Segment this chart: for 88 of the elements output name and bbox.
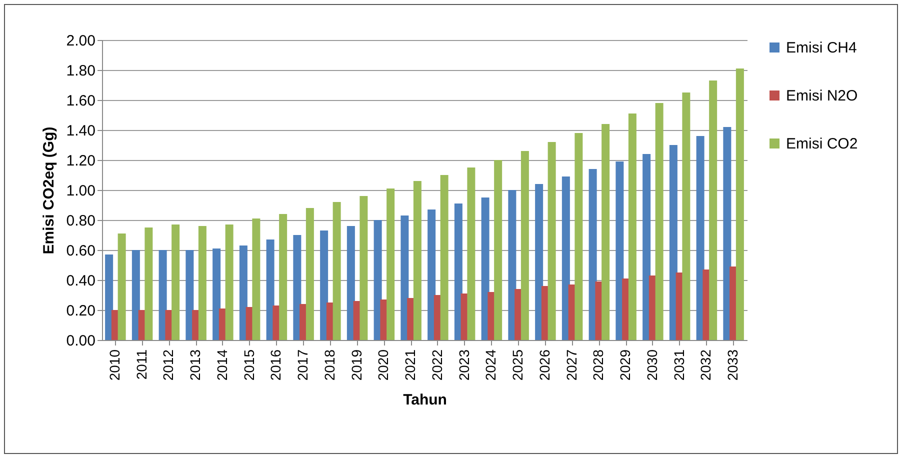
bar xyxy=(293,235,302,340)
bar xyxy=(279,214,288,340)
x-tick-label: 2014 xyxy=(214,349,230,381)
bar xyxy=(374,220,382,340)
bar xyxy=(400,216,409,340)
y-tick-label: 0.00 xyxy=(66,332,96,350)
bar xyxy=(520,151,529,340)
bar xyxy=(428,210,436,340)
bar xyxy=(332,202,341,340)
bar xyxy=(467,168,476,340)
bar xyxy=(709,80,718,340)
bar xyxy=(655,103,664,340)
x-tick-label: 2021 xyxy=(402,349,418,381)
x-tick-label: 2026 xyxy=(536,349,552,381)
bar xyxy=(172,224,180,340)
bar xyxy=(320,230,328,340)
x-tick-label: 2017 xyxy=(294,349,311,381)
bar xyxy=(535,184,544,340)
bar xyxy=(682,92,690,340)
bar xyxy=(616,162,624,340)
x-tick-label: 2032 xyxy=(698,349,714,381)
x-tick-label: 2029 xyxy=(617,349,634,381)
bar xyxy=(239,246,248,340)
bar xyxy=(105,254,114,340)
legend-label: Emisi N2O xyxy=(786,88,858,104)
y-tick-label: 0.80 xyxy=(66,212,96,230)
x-tick-label: 2025 xyxy=(510,349,526,381)
x-tick-label: 2027 xyxy=(563,349,580,381)
bar xyxy=(266,240,274,340)
bar xyxy=(508,190,516,340)
bar xyxy=(158,250,167,340)
legend-label: Emisi CH4 xyxy=(786,40,857,56)
bar xyxy=(413,181,422,340)
y-tick-label: 1.60 xyxy=(66,92,96,110)
x-tick-label: 2028 xyxy=(590,349,606,381)
x-tick-label: 2031 xyxy=(670,349,687,381)
bar xyxy=(212,248,221,340)
y-tick-label: 1.00 xyxy=(66,182,96,200)
bar xyxy=(574,133,583,340)
bar xyxy=(628,114,636,340)
legend-label: Emisi CO2 xyxy=(786,136,858,152)
bar xyxy=(588,169,597,340)
y-axis-title: Emisi CO2eq (Gg) xyxy=(40,126,58,254)
y-tick-label: 1.20 xyxy=(66,152,96,170)
bar xyxy=(642,154,651,340)
x-tick-label: 2013 xyxy=(187,349,204,381)
x-tick-label: 2022 xyxy=(428,349,445,381)
bar xyxy=(252,218,260,340)
bar xyxy=(736,68,744,340)
x-tick-label: 2011 xyxy=(133,349,150,380)
bar xyxy=(548,142,556,340)
x-axis-title: Tahun xyxy=(403,392,447,409)
x-tick-label: 2020 xyxy=(375,349,392,381)
bar xyxy=(669,145,678,340)
bar xyxy=(132,250,140,340)
bar xyxy=(118,234,126,340)
y-tick-label: 0.60 xyxy=(66,242,96,260)
x-tick-label: 2030 xyxy=(644,349,660,381)
bar xyxy=(144,228,153,340)
bar xyxy=(602,124,610,340)
x-tick-label: 2016 xyxy=(268,349,284,381)
bar xyxy=(696,136,704,340)
x-tick-label: 2015 xyxy=(240,349,257,381)
x-tick-label: 2018 xyxy=(321,349,338,381)
bar xyxy=(562,176,570,340)
x-tick-label: 2024 xyxy=(482,349,499,381)
bar xyxy=(306,208,314,340)
x-tick-label: 2023 xyxy=(456,349,472,381)
bar xyxy=(494,160,502,340)
y-tick-label: 1.40 xyxy=(66,122,96,140)
x-tick-label: 2019 xyxy=(348,349,364,381)
y-tick-label: 1.80 xyxy=(66,62,96,80)
x-tick-label: 2033 xyxy=(724,349,741,381)
y-tick-label: 0.20 xyxy=(66,302,96,320)
y-tick-label: 2.00 xyxy=(66,32,96,50)
bar xyxy=(346,226,355,340)
y-tick-label: 0.40 xyxy=(66,272,96,290)
bar xyxy=(481,198,490,340)
bar xyxy=(198,226,206,340)
bar xyxy=(360,196,368,340)
bar xyxy=(186,250,194,340)
bar xyxy=(386,188,395,340)
bar xyxy=(723,127,732,340)
x-tick-label: 2010 xyxy=(106,349,122,381)
bar xyxy=(454,204,462,340)
x-tick-label: 2012 xyxy=(160,349,176,381)
bar xyxy=(440,175,448,340)
bar xyxy=(225,224,234,340)
